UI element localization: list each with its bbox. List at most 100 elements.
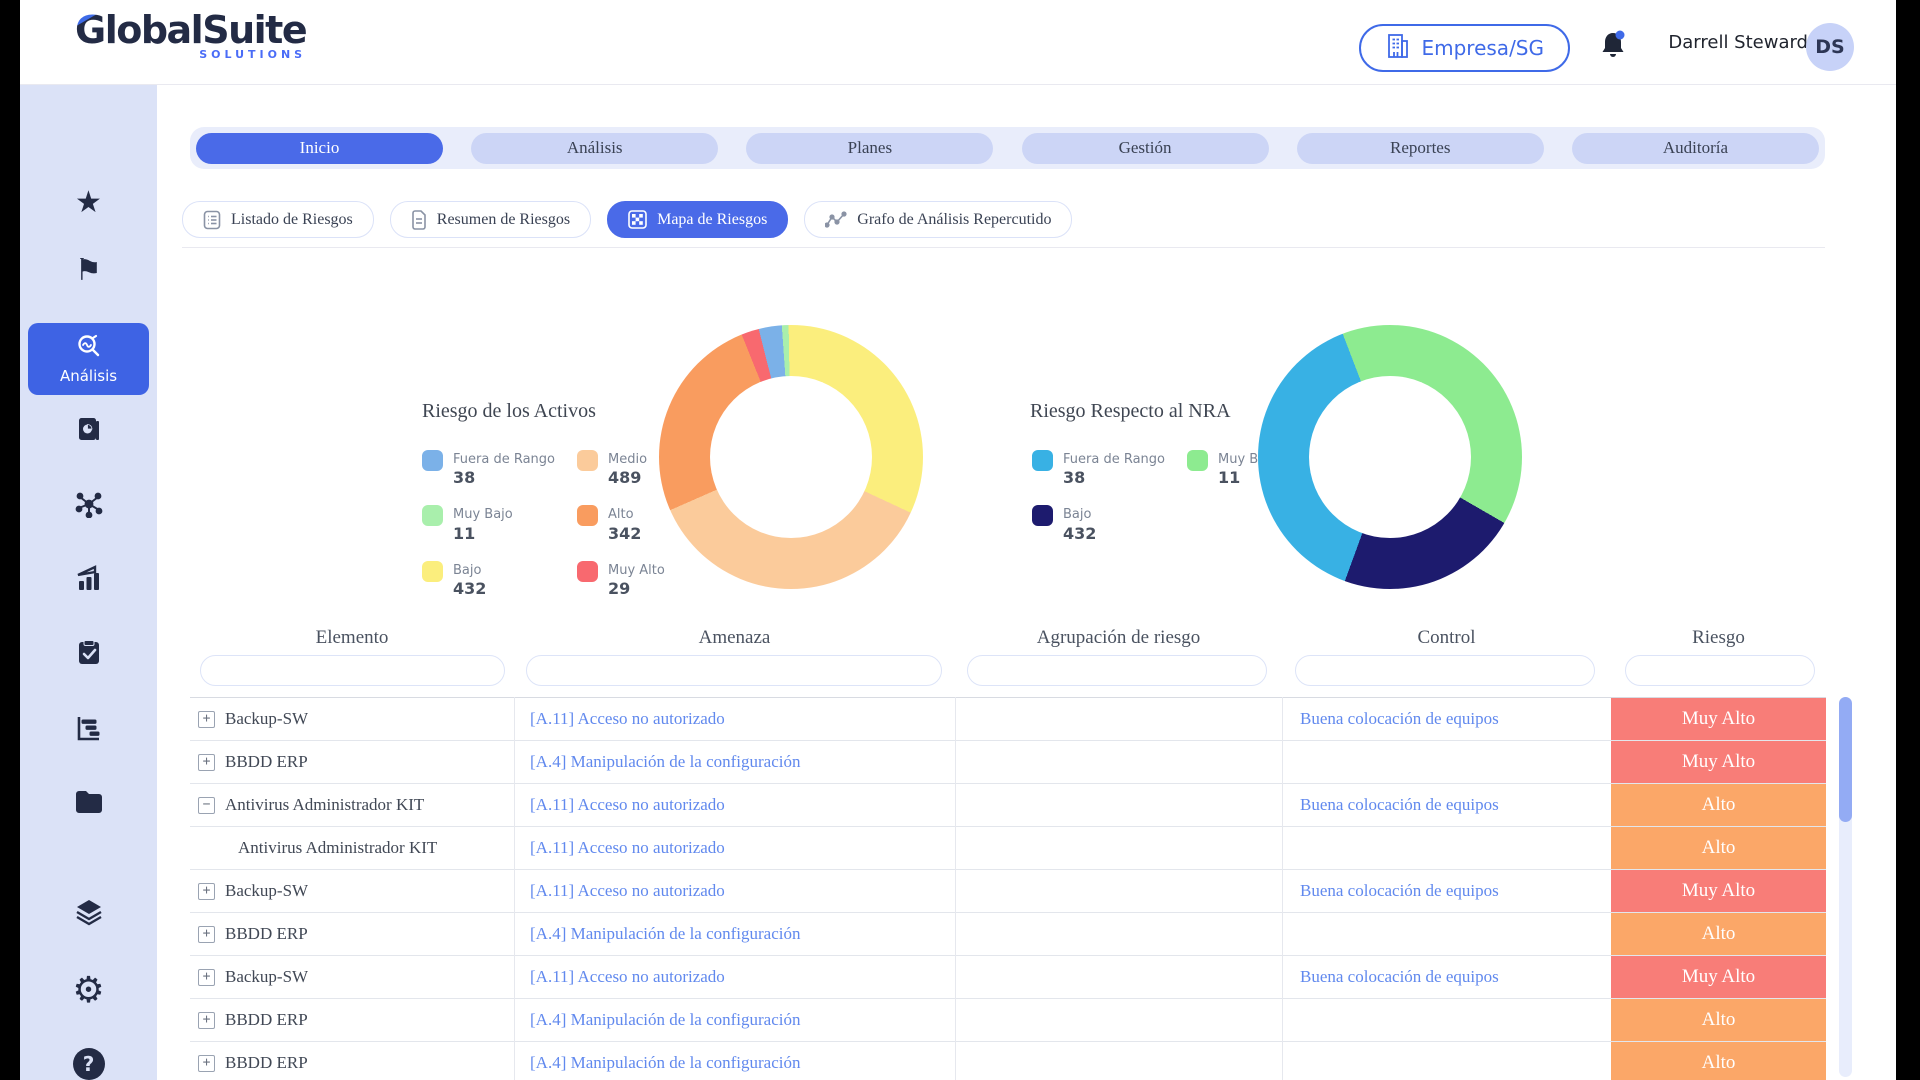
tab-reportes[interactable]: Reportes [1296,132,1544,164]
tab-auditoría[interactable]: Auditoría [1571,132,1819,164]
filter-elemento-input[interactable] [200,655,505,686]
sidebar-item-tasks[interactable] [20,639,157,667]
document-icon [411,209,427,230]
list-icon [203,210,221,230]
gantt-chart-icon [75,714,103,742]
section-divider [182,247,1825,248]
top-header: GlobalSuite SOLUTIONS Empresa/SG [20,0,1896,85]
element-name: BBDD ERP [225,924,308,943]
risk-table-body: + Backup-SW [A.11] Acceso no autorizado … [190,697,1826,1080]
tab-análisis[interactable]: Análisis [471,132,719,164]
tab-gestión[interactable]: Gestión [1021,132,1269,164]
legend-swatch [1032,450,1053,471]
subtab-listado-de-riesgos[interactable]: Listado de Riesgos [182,201,374,238]
table-scrollbar-track[interactable] [1839,697,1852,1077]
table-scrollbar-thumb[interactable] [1839,697,1852,822]
control-link[interactable]: Buena colocación de equipos [1300,709,1499,728]
tab-inicio[interactable]: Inicio [196,132,443,164]
sidebar-item-analisis[interactable]: Análisis [28,323,149,395]
sidebar-item-layers[interactable] [20,897,157,927]
amenaza-link[interactable]: [A.11] Acceso no autorizado [530,881,725,900]
legend-item: Bajo 432 [422,559,555,598]
subtab-grafo-de-analisis[interactable]: Grafo de Análisis Repercutido [804,201,1073,238]
filter-amenaza-input[interactable] [526,655,942,686]
logo-text: GlobalSuite [75,8,308,52]
expand-toggle-icon[interactable]: + [198,925,215,943]
company-selector-label: Empresa/SG [1421,36,1544,60]
network-nodes-icon [75,490,103,518]
expand-toggle-icon[interactable]: + [198,882,215,900]
element-name: BBDD ERP [225,1053,308,1072]
sidebar-item-gantt[interactable] [20,714,157,742]
amenaza-link[interactable]: [A.11] Acceso no autorizado [530,709,725,728]
riesgo-badge: Alto [1611,827,1826,869]
amenaza-link[interactable]: [A.4] Manipulación de la configuración [530,752,801,771]
legend-item: Muy Bajo 11 [422,503,555,543]
table-row: + BBDD ERP [A.4] Manipulación de la conf… [190,999,1826,1042]
avatar[interactable]: DS [1806,23,1854,71]
table-row: Antivirus Administrador KIT [A.11] Acces… [190,827,1826,870]
subtab-mapa-de-riesgos[interactable]: Mapa de Riesgos [607,201,789,238]
element-name: Backup-SW [225,709,309,728]
control-link[interactable]: Buena colocación de equipos [1300,795,1499,814]
analysis-search-icon [76,333,102,363]
filter-control-input[interactable] [1295,655,1595,686]
element-name: Antivirus Administrador KIT [225,795,425,814]
notifications-bell-icon[interactable] [1598,29,1628,61]
sidebar-item-flags[interactable]: ⚑ [20,256,157,286]
table-row: + Backup-SW [A.11] Acceso no autorizado … [190,956,1826,999]
legend-swatch [422,505,443,527]
filter-agrupacion-input[interactable] [967,655,1267,686]
donut-chart-activos [659,325,923,589]
element-name: Backup-SW [225,881,309,900]
legend-swatch [1187,450,1208,471]
sidebar-item-network[interactable] [20,490,157,518]
sidebar-item-reports[interactable] [20,415,157,443]
legend-item: Fuera de Rango 38 [1032,448,1165,487]
expand-toggle-icon[interactable]: + [198,968,215,986]
column-header-agrupacion: Agrupación de riesgo [1036,627,1201,648]
help-icon: ? [72,1048,105,1080]
tab-planes[interactable]: Planes [746,132,994,164]
expand-toggle-icon[interactable]: + [198,1054,215,1072]
table-row: + BBDD ERP [A.4] Manipulación de la conf… [190,1042,1826,1080]
riesgo-badge: Alto [1611,913,1826,955]
legend-item: Bajo 432 [1032,503,1165,543]
riesgo-badge: Alto [1611,784,1826,826]
sidebar: ★ ⚑ Análisis [20,84,157,1080]
sidebar-item-settings[interactable]: ⚙ [20,973,157,1009]
riesgo-badge: Muy Alto [1611,956,1826,998]
expand-toggle-icon[interactable]: + [198,753,215,771]
amenaza-link[interactable]: [A.4] Manipulación de la configuración [530,1053,801,1072]
legend-item: Muy Alto 29 [577,559,687,598]
amenaza-link[interactable]: [A.11] Acceso no autorizado [530,967,725,986]
expand-toggle-icon[interactable]: + [198,710,215,728]
amenaza-link[interactable]: [A.11] Acceso no autorizado [530,795,725,814]
legend-swatch [1032,505,1053,527]
filter-riesgo-input[interactable] [1625,655,1815,686]
expand-toggle-icon[interactable]: + [198,1011,215,1029]
sidebar-item-favorites[interactable]: ★ [20,188,157,218]
sidebar-item-documents[interactable] [20,789,157,815]
main-tabs: Inicio Análisis Planes Gestión Reportes Audit… [190,127,1825,169]
subtab-resumen-de-riesgos[interactable]: Resumen de Riesgos [389,201,592,238]
expand-toggle-icon[interactable]: − [198,796,215,814]
amenaza-link[interactable]: [A.4] Manipulación de la configuración [530,924,801,943]
folder-icon [74,789,104,815]
legend-item: Alto 342 [577,503,687,543]
control-link[interactable]: Buena colocación de equipos [1300,967,1499,986]
amenaza-link[interactable]: [A.11] Acceso no autorizado [530,838,725,857]
control-link[interactable]: Buena colocación de equipos [1300,881,1499,900]
gear-icon: ⚙ [72,970,105,1011]
amenaza-link[interactable]: [A.4] Manipulación de la configuración [530,1010,801,1029]
user-name: Darrell Steward [1668,31,1808,53]
sidebar-item-help[interactable]: ? [20,1048,157,1080]
legend-swatch [422,450,443,471]
chart-title-nra: Riesgo Respecto al NRA [1030,400,1231,422]
sidebar-item-label: Análisis [59,367,118,385]
sidebar-item-statistics[interactable] [20,565,157,593]
company-selector-button[interactable]: Empresa/SG [1359,24,1570,72]
riesgo-badge: Muy Alto [1611,741,1826,783]
risk-map-grid-icon [628,210,647,229]
logo-subtext: SOLUTIONS [199,47,307,61]
